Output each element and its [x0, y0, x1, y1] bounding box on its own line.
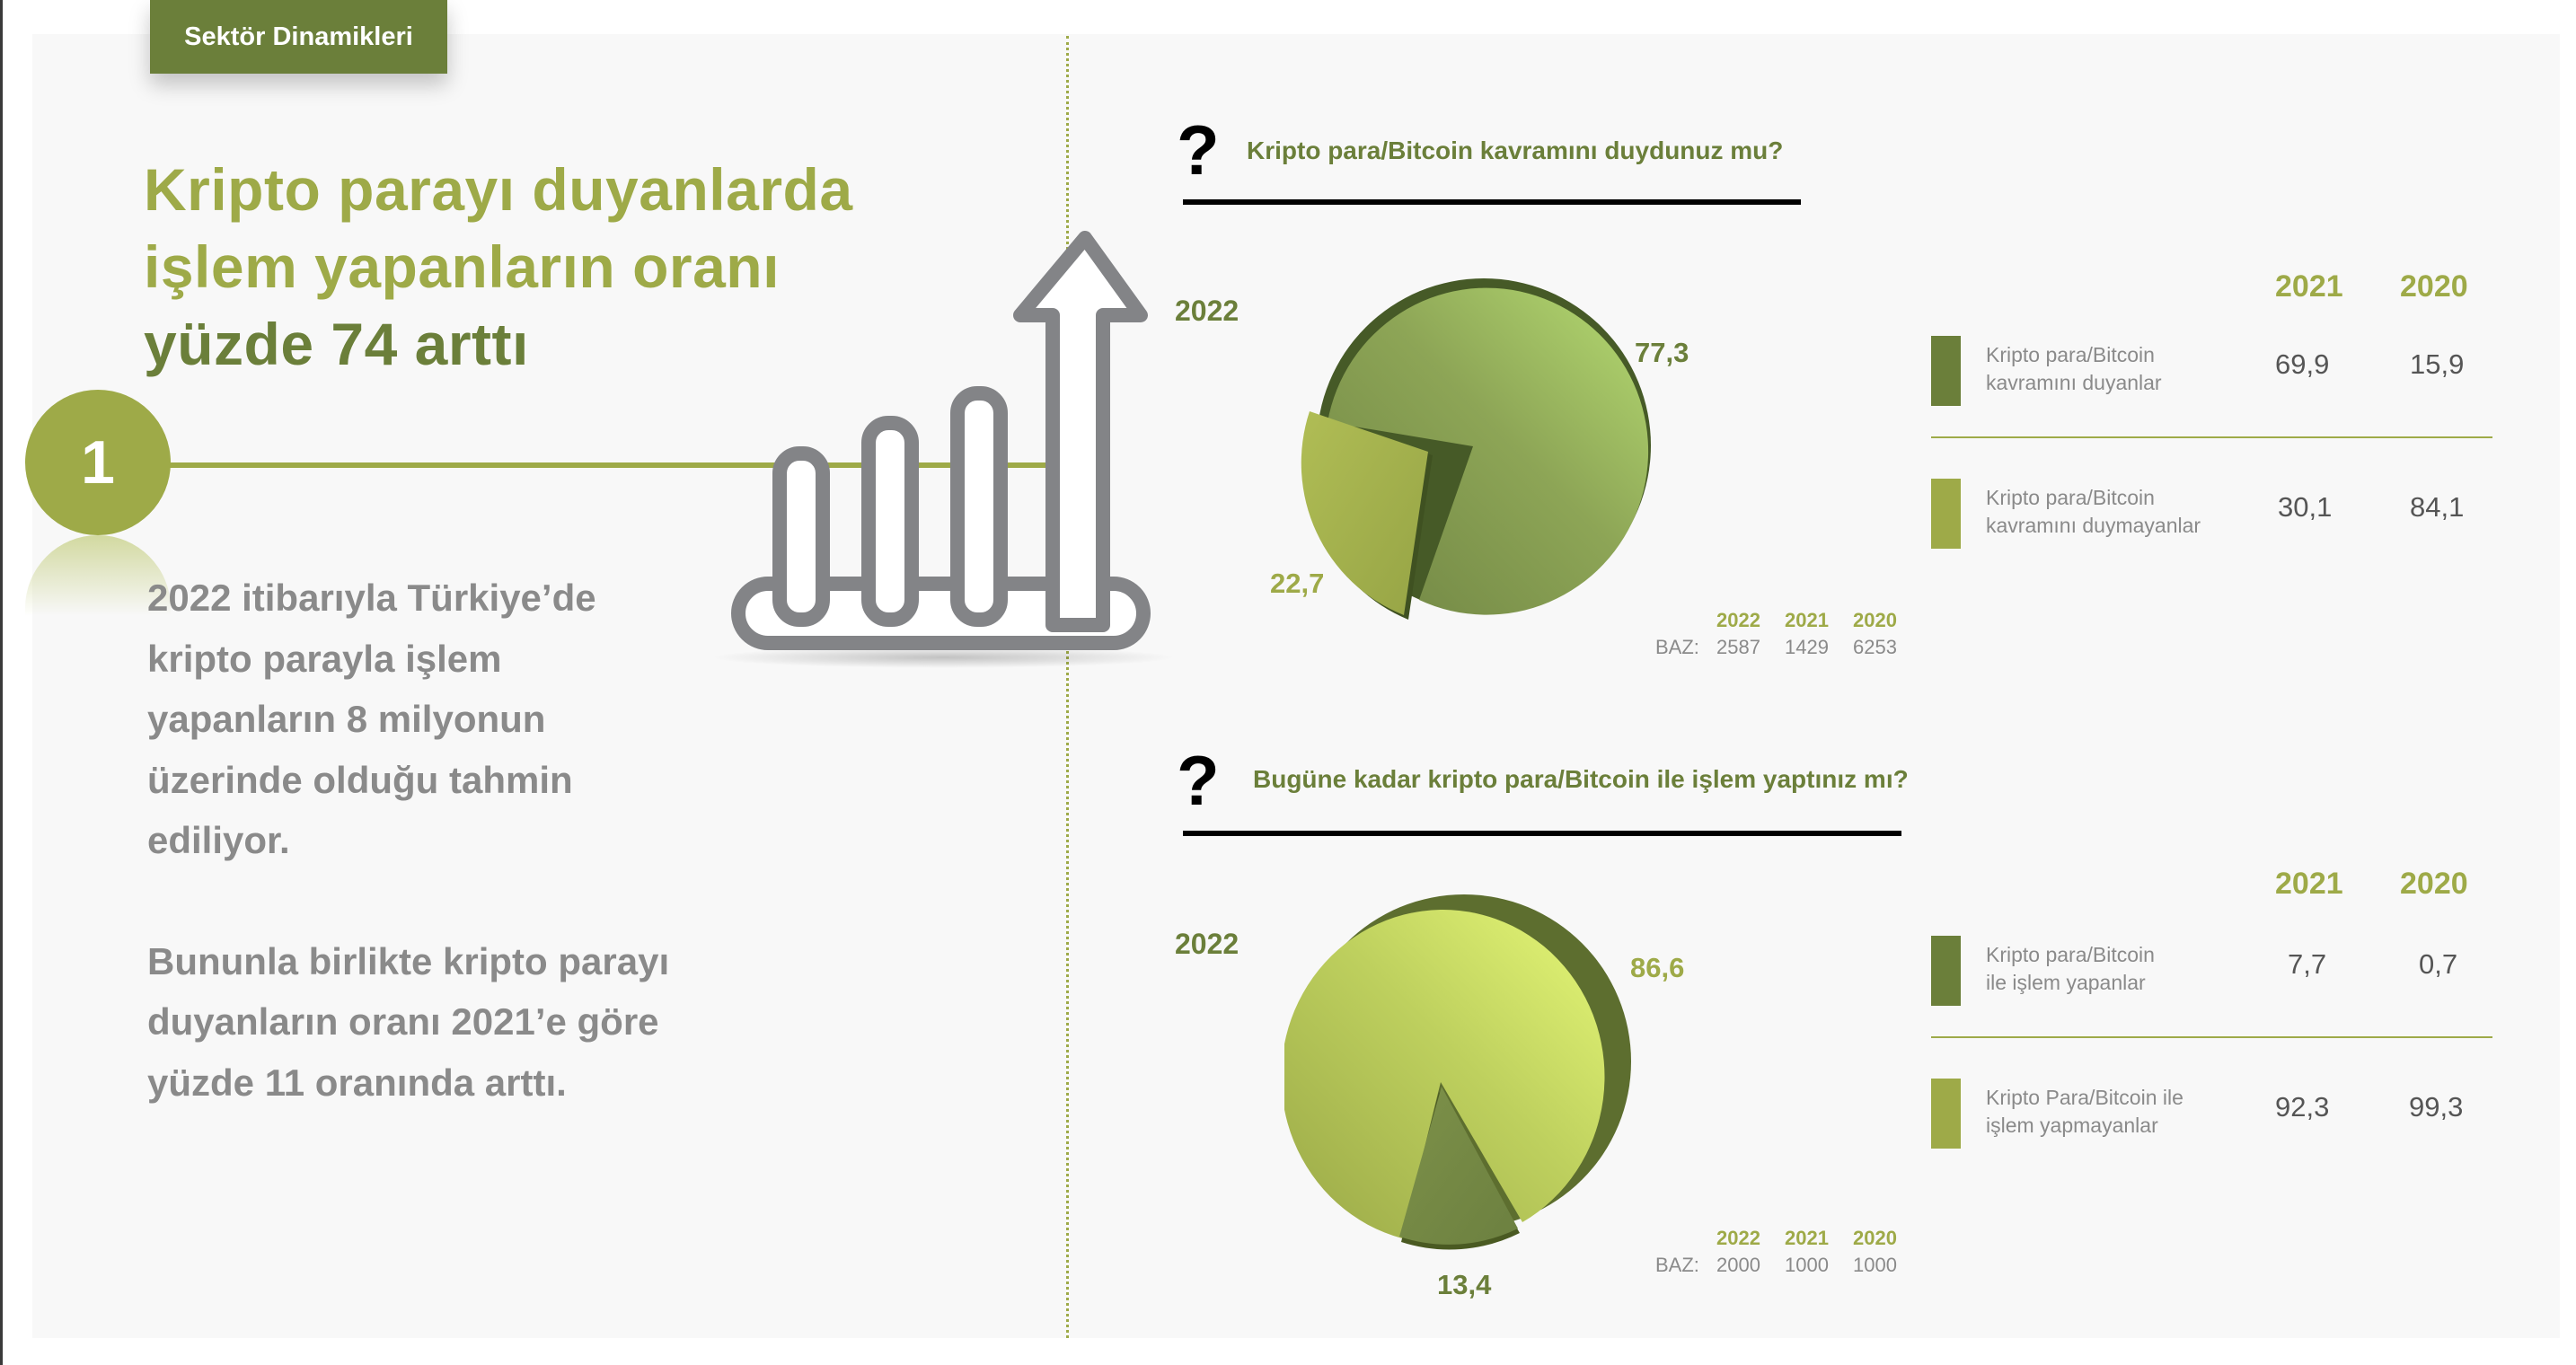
- chart2-question: Bugüne kadar kripto para/Bitcoin ile işl…: [1253, 765, 1909, 793]
- legend-value-2021: 7,7: [2288, 948, 2327, 980]
- body-text: 2022 itibarıyla Türkiye’de kripto parayl…: [147, 568, 686, 1173]
- legend-header-2021: 2021: [2275, 867, 2343, 901]
- legend-header-2020: 2020: [2400, 269, 2468, 304]
- legend-swatch-light: [1931, 479, 1961, 549]
- chart2-base-sizes: 2022 2021 2020 BAZ: 2000 1000 1000: [1655, 1227, 1921, 1277]
- baz-value: 1429: [1785, 636, 1829, 658]
- baz-value: 1000: [1785, 1254, 1829, 1276]
- legend-row: Kripto para/Bitcoin ile işlem yapanlar 7…: [1931, 936, 2488, 1006]
- legend-swatch-dark: [1931, 936, 1961, 1006]
- legend-value-2021: 30,1: [2278, 491, 2333, 523]
- baz-year: 2022: [1716, 1227, 1760, 1249]
- legend-value-2020: 0,7: [2419, 948, 2458, 980]
- chart2-value-minor: 13,4: [1437, 1269, 1492, 1300]
- legend-swatch-dark: [1931, 336, 1961, 406]
- section-tab[interactable]: Sektör Dinamikleri: [150, 0, 447, 74]
- title-line-2: işlem yapanların oranı: [144, 233, 780, 300]
- legend-header-2020: 2020: [2400, 867, 2468, 901]
- legend-label: Kripto Para/Bitcoin ile işlem yapmayanla…: [1986, 1086, 2183, 1137]
- chart1-base-sizes: 2022 2021 2020 BAZ: 2587 1429 6253: [1655, 609, 1921, 659]
- legend-value-2020: 84,1: [2410, 491, 2465, 523]
- legend-value-2021: 69,9: [2275, 348, 2330, 380]
- chart2-question-rule: [1183, 831, 1901, 836]
- baz-year: 2021: [1785, 609, 1829, 631]
- baz-value: 2587: [1716, 636, 1760, 658]
- body-paragraph-1: 2022 itibarıyla Türkiye’de kripto parayl…: [147, 577, 596, 861]
- baz-year: 2022: [1716, 609, 1760, 631]
- chart1-question: Kripto para/Bitcoin kavramını duydunuz m…: [1247, 136, 1784, 164]
- chart1-year-label: 2022: [1175, 295, 1239, 327]
- growth-chart-arrow-icon: [728, 229, 1159, 665]
- page-title: Kripto parayı duyanlarda işlem yapanları…: [144, 151, 853, 383]
- legend-label: Kripto para/Bitcoin ile işlem yapanlar: [1986, 943, 2155, 994]
- chart2-pie: [1281, 885, 1662, 1266]
- section-tab-label: Sektör Dinamikleri: [184, 22, 413, 51]
- baz-label: BAZ:: [1655, 636, 1699, 658]
- legend-header-2021: 2021: [2275, 269, 2343, 304]
- baz-value: 1000: [1853, 1254, 1897, 1276]
- legend-separator: [1931, 1036, 2492, 1038]
- baz-label: BAZ:: [1655, 1254, 1699, 1276]
- legend-label: Kripto para/Bitcoin kavramını duymayanla…: [1986, 486, 2201, 537]
- chart2-value-major: 86,6: [1630, 952, 1685, 983]
- chart1-pie: [1293, 269, 1671, 633]
- title-line-3: yüzde 74 arttı: [144, 311, 529, 377]
- baz-year: 2020: [1853, 609, 1897, 631]
- legend-separator: [1931, 436, 2492, 438]
- chart1-value-minor: 22,7: [1270, 568, 1325, 599]
- baz-value: 2000: [1716, 1254, 1760, 1276]
- timeline-line: [169, 462, 1049, 468]
- legend-swatch-light: [1931, 1079, 1961, 1149]
- body-paragraph-2: Bununla birlikte kripto parayı duyanları…: [147, 939, 670, 1104]
- legend-value-2021: 92,3: [2275, 1091, 2330, 1123]
- chart1-value-major: 77,3: [1635, 337, 1689, 368]
- legend-row: Kripto Para/Bitcoin ile işlem yapmayanla…: [1931, 1079, 2488, 1149]
- number-badge-value: 1: [81, 428, 115, 497]
- column-divider: [1066, 36, 1069, 1338]
- legend-value-2020: 15,9: [2410, 348, 2465, 380]
- baz-year: 2020: [1853, 1227, 1897, 1249]
- title-line-1: Kripto parayı duyanlarda: [144, 156, 853, 223]
- chart2-year-label: 2022: [1175, 928, 1239, 960]
- number-badge: 1: [25, 390, 171, 535]
- chart1-question-rule: [1183, 199, 1801, 205]
- baz-value: 6253: [1853, 636, 1897, 658]
- page-edge: [0, 0, 3, 1365]
- legend-value-2020: 99,3: [2409, 1091, 2464, 1123]
- question-mark-icon: ?: [1177, 110, 1220, 189]
- legend-row: Kripto para/Bitcoin kavramını duymayanla…: [1931, 479, 2488, 549]
- legend-row: Kripto para/Bitcoin kavramını duyanlar 6…: [1931, 336, 2488, 406]
- baz-year: 2021: [1785, 1227, 1829, 1249]
- number-badge-reflection: [25, 535, 171, 643]
- legend-label: Kripto para/Bitcoin kavramını duyanlar: [1986, 343, 2162, 394]
- question-mark-icon: ?: [1177, 741, 1220, 820]
